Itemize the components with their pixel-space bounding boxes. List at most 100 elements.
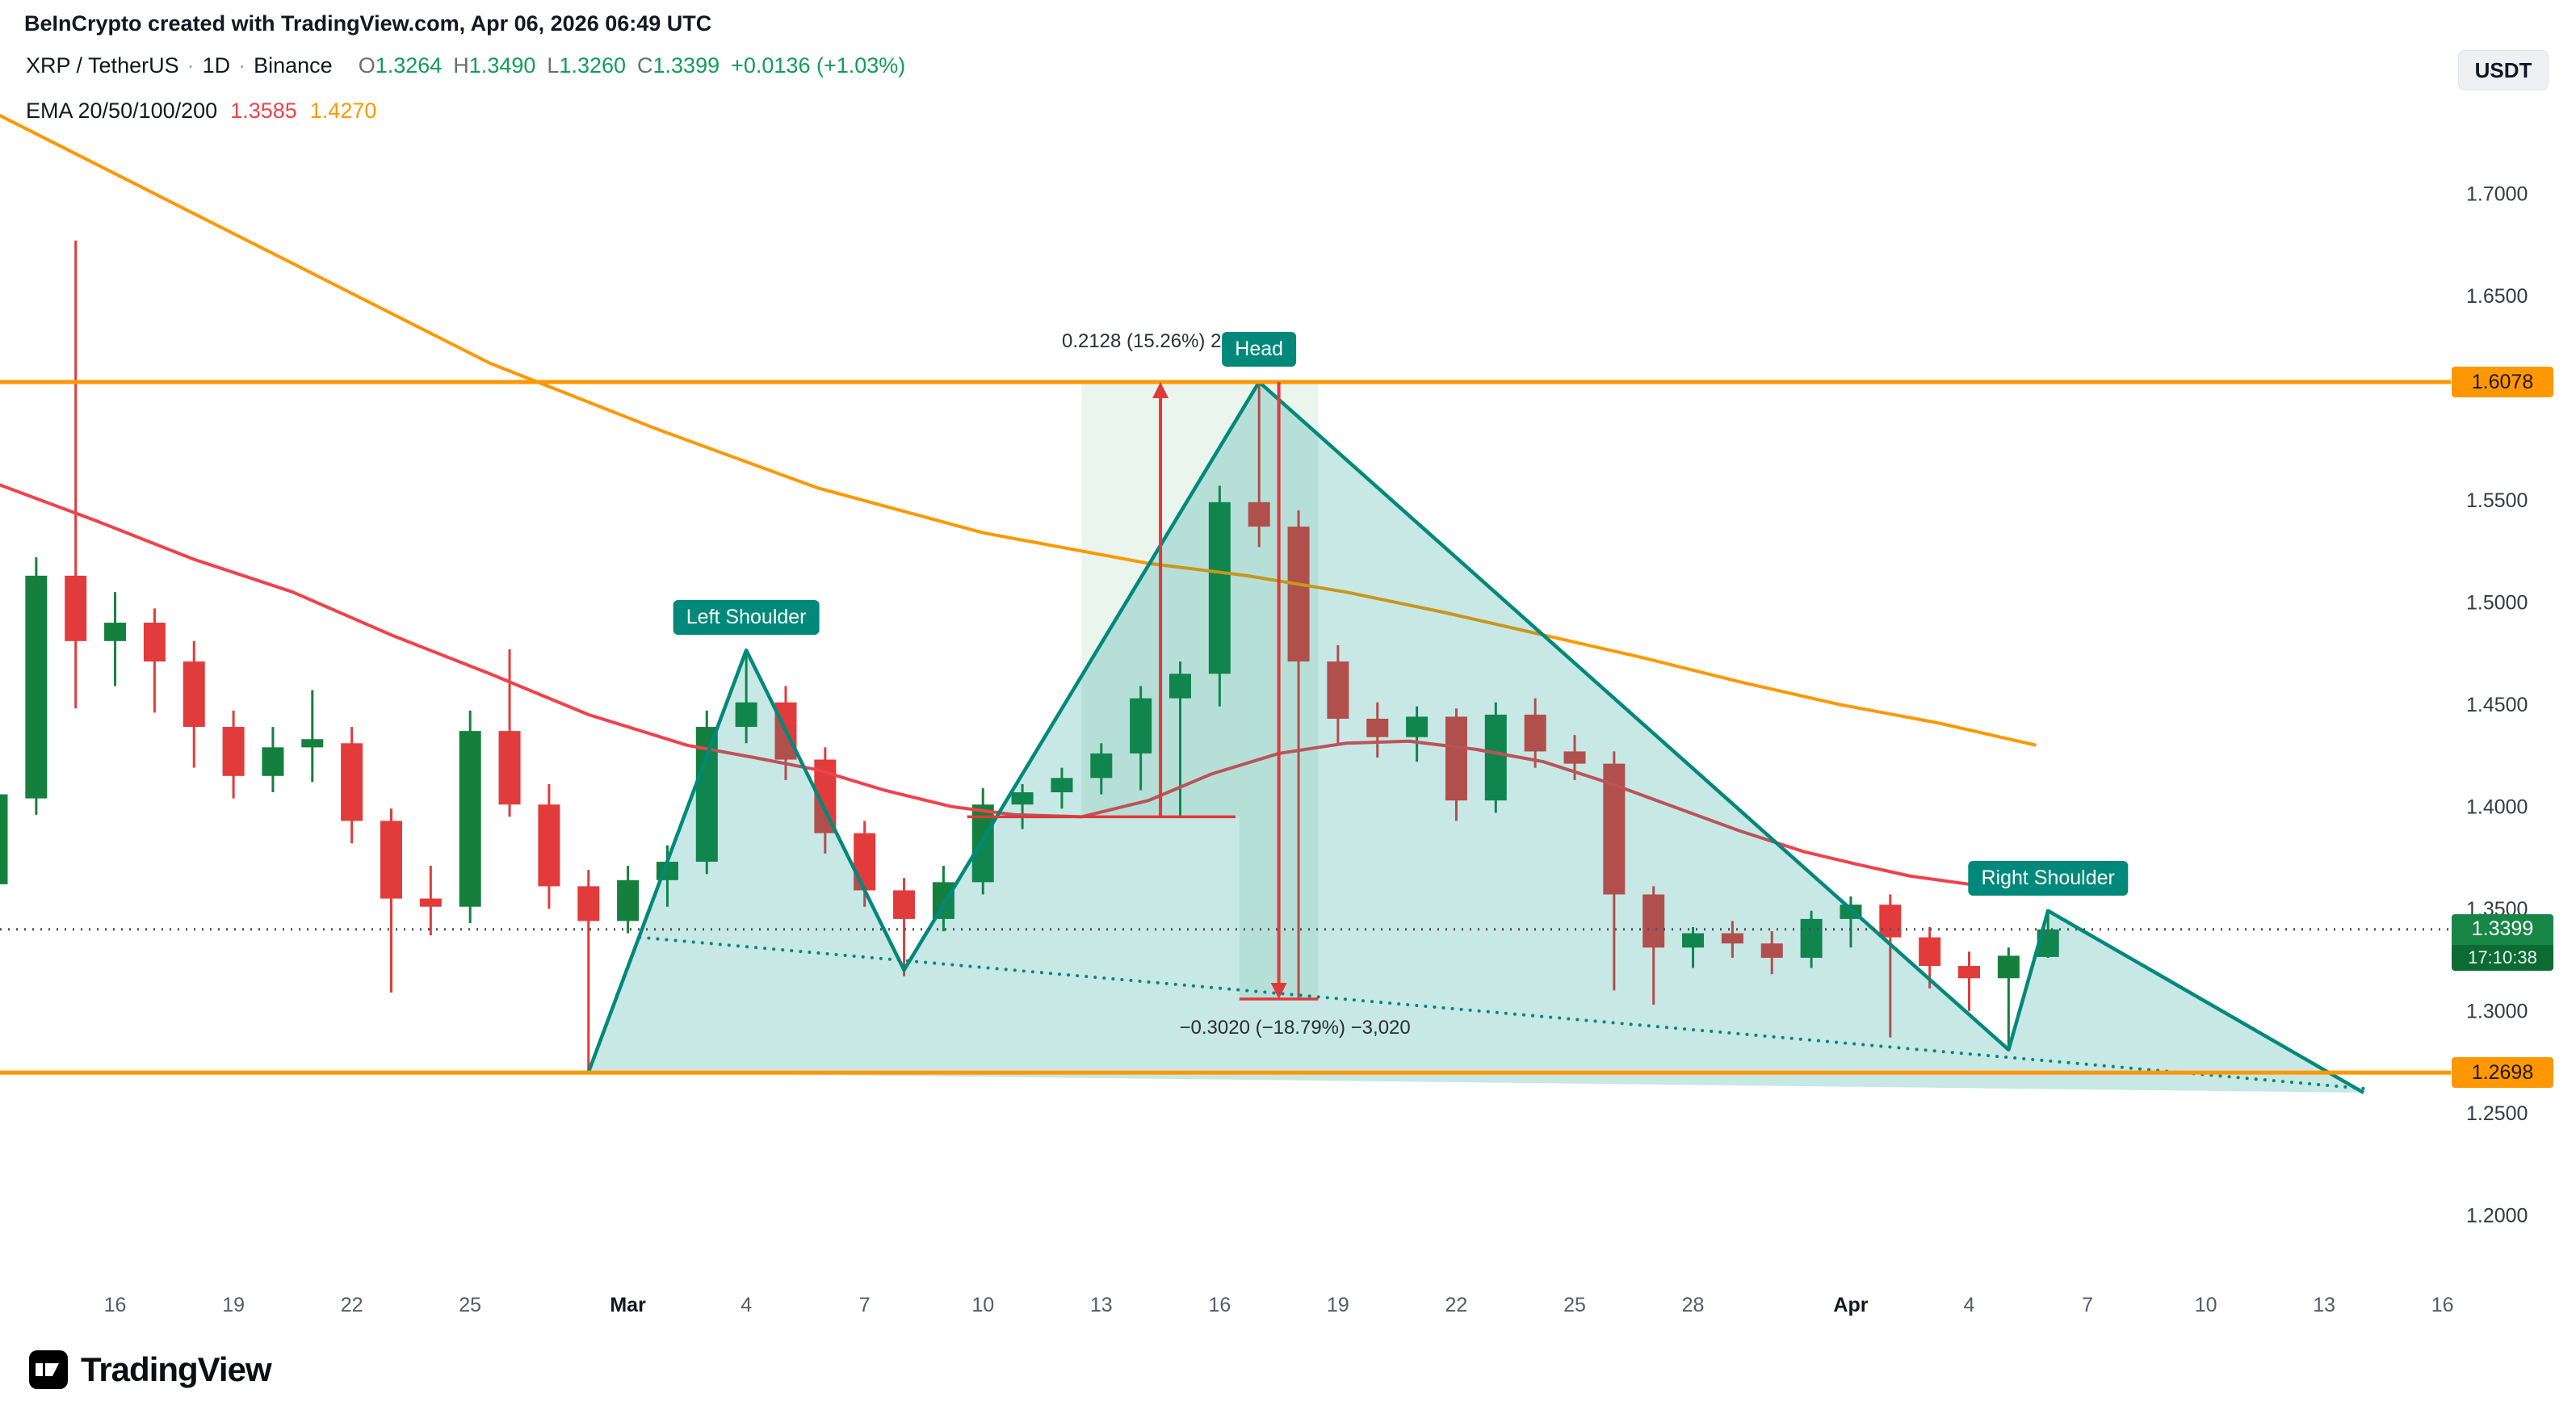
current-price-value: 1.3399 [2452,913,2553,945]
measure-down-label[interactable]: −0.3020 (−18.79%) −3,020 [1179,1017,1411,1039]
candle [341,727,363,844]
time-axis-tick[interactable]: 13 [2313,1294,2335,1316]
price-axis-tick[interactable]: 1.2000 [2466,1205,2528,1228]
tradingview-logo-icon [29,1350,68,1389]
neckline[interactable] [638,935,2365,1090]
time-axis-tick[interactable]: 19 [222,1294,245,1316]
separator: · [238,53,246,78]
symbol-name[interactable]: XRP / TetherUS [26,53,179,78]
ema-indicator-name[interactable]: EMA 20/50/100/200 [26,99,218,123]
candle [932,866,954,932]
time-axis-tick[interactable]: 7 [2082,1294,2093,1316]
time-axis-tick[interactable]: 16 [2431,1294,2454,1316]
price-axis-tick[interactable]: 1.6500 [2466,285,2528,308]
time-axis-tick[interactable]: 16 [104,1294,127,1316]
candle [1643,886,1665,1005]
candle [380,808,402,993]
price-axis-tick[interactable]: 1.4000 [2466,796,2528,819]
attribution-text: BeInCrypto created with TradingView.com,… [24,11,712,36]
candle [1169,661,1191,817]
time-axis-tick[interactable]: 25 [1563,1294,1586,1316]
candle [183,640,205,768]
candle [1051,767,1073,809]
time-axis-tick[interactable]: 22 [341,1294,363,1316]
price-axis-tick[interactable]: 1.3000 [2466,1001,2528,1023]
price-axis-tick[interactable]: 1.5000 [2466,592,2528,615]
candle [143,608,166,713]
candle [1879,894,1902,1038]
head-shoulders-fill[interactable] [588,382,2364,1093]
tradingview-branding[interactable]: TradingView [29,1350,272,1389]
time-axis-tick[interactable]: 13 [1090,1294,1113,1316]
price-axis-tick[interactable]: 1.5500 [2466,489,2528,512]
candle [1997,947,2020,1050]
time-axis-tick[interactable]: 28 [1682,1294,1705,1316]
price-axis-tick[interactable]: 1.4500 [2466,694,2528,716]
price-axis-tick[interactable]: 1.7000 [2466,183,2528,206]
candle [459,710,481,923]
candle [1958,951,1980,1011]
candle [65,240,87,709]
time-axis-tick[interactable]: 4 [1964,1294,1975,1316]
symbol-legend: XRP / TetherUS · 1D · Binance O1.3264 H1.3490 L… [26,53,905,78]
time-axis-tick[interactable]: 16 [1208,1294,1231,1316]
head-label[interactable]: Head [1222,332,1297,367]
time-axis-tick[interactable]: Apr [1833,1294,1868,1316]
candle [104,592,127,686]
candle [419,866,442,936]
candle [25,557,48,815]
candle [1090,743,1113,795]
candle [1248,382,1270,548]
candle [1406,706,1429,762]
candle [893,878,916,976]
time-axis-tick[interactable]: 22 [1445,1294,1468,1316]
candle [1524,698,1546,768]
measure-arrowhead [1152,382,1169,398]
candle [538,783,560,909]
candle [498,649,521,817]
ohlc-readout: O1.3264 H1.3490 L1.3260 C1.3399 [347,53,720,78]
candle [0,794,8,884]
high-value: 1.3490 [468,53,536,78]
resistance-level-badge: 1.6078 [2452,367,2553,397]
candle [735,650,757,744]
candle [1682,927,1705,968]
candle [617,866,640,934]
measure-arrowhead [1270,983,1287,1000]
time-axis-tick[interactable]: 10 [971,1294,994,1316]
time-axis-tick[interactable]: 25 [459,1294,481,1316]
currency-toggle-button[interactable]: USDT [2458,50,2549,90]
bar-countdown: 17:10:38 [2452,944,2553,971]
open-value: 1.3264 [375,53,443,78]
left-shoulder-label[interactable]: Left Shoulder [673,600,820,636]
candle [1800,910,1823,968]
candle [262,727,284,793]
low-value: 1.3260 [559,53,627,78]
current-price-badge: 1.3399 17:10:38 [2452,913,2553,971]
candle [1484,702,1507,813]
candle [1445,708,1467,821]
change-value: +0.0136 (+1.03%) [731,53,906,78]
right-shoulder-label[interactable]: Right Shoulder [1968,860,2128,896]
candle [1011,783,1034,829]
close-value: 1.3399 [652,53,720,78]
indicator-legend[interactable]: EMA 20/50/100/200 1.3585 1.4270 [26,99,376,124]
candle [1327,644,1349,744]
exchange-label[interactable]: Binance [254,53,333,78]
time-axis-tick[interactable]: 7 [859,1294,871,1316]
time-axis-tick[interactable]: 19 [1327,1294,1349,1316]
candle [1760,931,1783,975]
price-axis-tick[interactable]: 1.2500 [2466,1102,2528,1125]
ema-fast-line [0,483,2049,893]
interval-label[interactable]: 1D [202,53,231,78]
time-axis-tick[interactable]: 10 [2195,1294,2217,1316]
candle [1721,921,1743,958]
open-label: O [358,53,375,78]
time-axis-tick[interactable]: 4 [740,1294,752,1316]
time-axis-tick[interactable]: Mar [610,1294,646,1316]
candle [854,821,876,907]
candle [1366,702,1389,758]
candle [1287,510,1310,999]
candle [577,870,600,1072]
